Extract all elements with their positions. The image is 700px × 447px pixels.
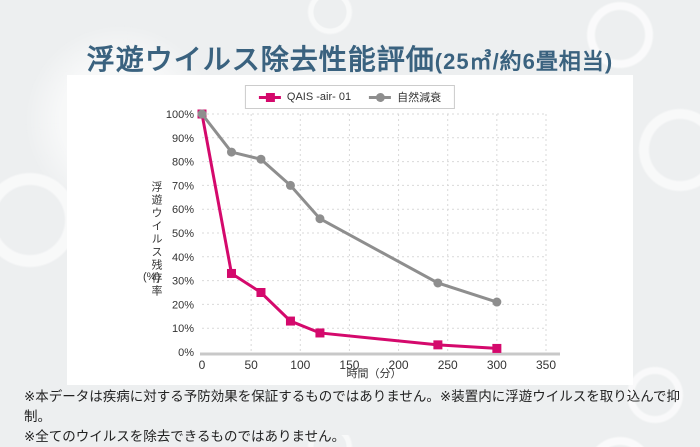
legend-label-qais: QAIS -air- 01 xyxy=(286,91,352,103)
data-point-circle xyxy=(315,214,325,224)
data-point-circle xyxy=(492,297,502,307)
legend-label-natural: 自然減衰 xyxy=(397,92,442,104)
y-tick-label: 100% xyxy=(166,109,194,121)
x-tick-label: 100 xyxy=(290,358,310,372)
y-tick-label: 50% xyxy=(172,228,194,240)
data-point-square xyxy=(285,316,295,326)
data-point-square xyxy=(433,340,443,350)
y-tick-label: 10% xyxy=(172,323,194,335)
data-point-circle xyxy=(285,180,295,190)
natural-legend-circle xyxy=(375,92,385,102)
y-tick-label: 60% xyxy=(172,204,194,216)
y-axis-title: 浮遊ウイルス残存率 xyxy=(150,181,162,298)
y-tick-label: 70% xyxy=(172,180,194,192)
qais-legend-square xyxy=(265,92,275,102)
x-tick-label: 250 xyxy=(438,358,458,372)
legend-item-qais-air-01: QAIS -air- 01 xyxy=(258,91,352,103)
y-tick-label: 20% xyxy=(172,299,194,311)
data-point-circle xyxy=(226,147,236,157)
x-tick-label: 0 xyxy=(199,358,206,372)
data-point-circle xyxy=(256,154,266,164)
x-tick-label: 50 xyxy=(244,358,258,372)
x-axis-title: 時間（分） xyxy=(346,368,402,380)
footnote-line-2: ※全てのウイルスを除去できるものではありません。 xyxy=(24,429,346,444)
x-tick-label: 300 xyxy=(487,358,507,372)
data-point-circle xyxy=(197,109,207,119)
chart-panel: QAIS -air- 01 自然減衰 0% 10% 20% 30% 40% 50% 60% 7… xyxy=(67,75,633,385)
page-title-main: 浮遊ウイルス除去性能評価 xyxy=(86,44,435,76)
footnotes: ※本データは疾病に対する予防効果を保証するものではありません。※装置内に浮遊ウイ… xyxy=(24,387,694,447)
x-tick-label: 200 xyxy=(389,358,409,372)
page-title: 浮遊ウイルス除去性能評価(25㎥/約6畳相当) xyxy=(0,38,700,78)
natural-series-marker-icon xyxy=(369,92,392,102)
x-tick-label: 350 xyxy=(536,358,556,372)
y-tick-label: 0% xyxy=(178,347,194,359)
data-point-square xyxy=(492,343,502,353)
data-point-circle xyxy=(433,278,443,288)
chart-svg: 0% 10% 20% 30% 40% 50% 60% 70% 80% 90% 100% 0 50 100 1… xyxy=(166,109,560,372)
y-tick-label: 80% xyxy=(172,157,194,169)
data-point-square xyxy=(315,328,325,338)
x-tick-label: 150 xyxy=(339,358,359,372)
footnote-line-1: ※本データは疾病に対する予防効果を保証するものではありません。※装置内に浮遊ウイ… xyxy=(24,389,681,424)
y-tick-label: 30% xyxy=(172,276,194,288)
y-tick-label: 90% xyxy=(172,133,194,145)
legend-item-natural-decay: 自然減衰 xyxy=(369,89,441,105)
series-line xyxy=(200,113,498,304)
y-axis-unit: (%) xyxy=(143,271,161,283)
y-tick-label: 40% xyxy=(172,252,194,264)
data-point-square xyxy=(226,268,236,278)
chart-legend: QAIS -air- 01 自然減衰 xyxy=(244,85,456,109)
data-point-square xyxy=(256,288,266,297)
page-title-sub: (25㎥/約6畳相当) xyxy=(434,49,614,75)
qais-series-marker-icon xyxy=(258,92,281,102)
